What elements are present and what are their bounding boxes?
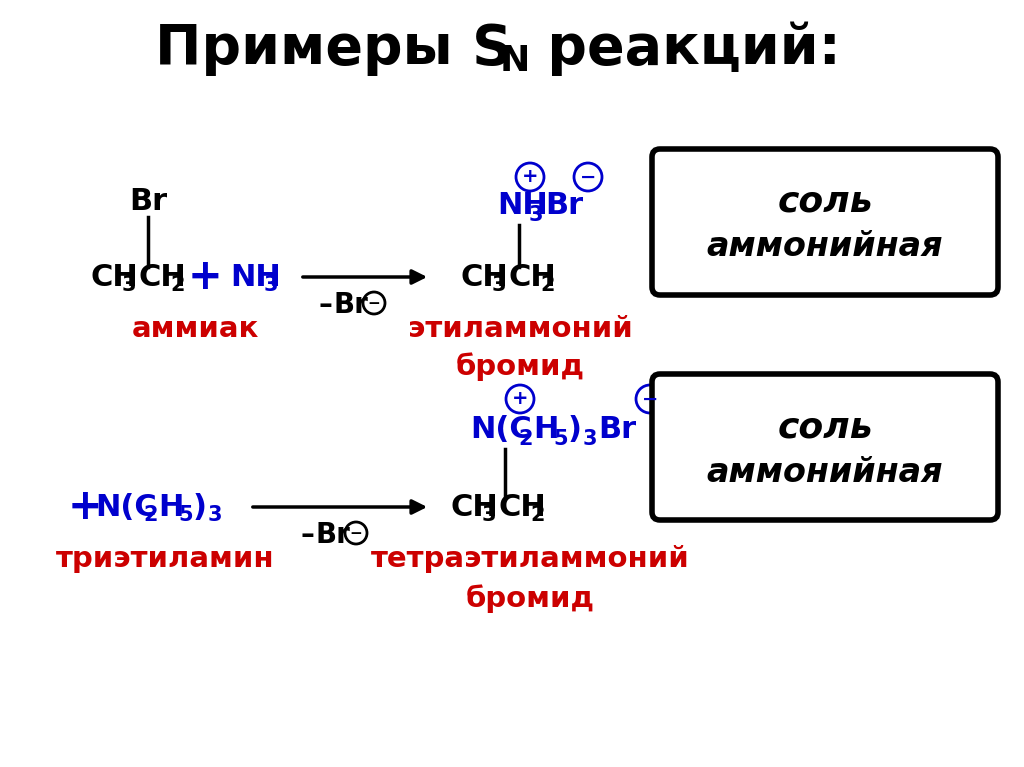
- FancyBboxPatch shape: [652, 149, 998, 295]
- Text: NH: NH: [230, 262, 281, 291]
- Text: аммонийная: аммонийная: [707, 231, 943, 264]
- Text: 2: 2: [143, 505, 158, 525]
- Text: +: +: [522, 167, 539, 186]
- Text: N(C: N(C: [95, 492, 157, 522]
- Text: CH: CH: [90, 262, 138, 291]
- Text: N: N: [500, 44, 530, 78]
- Text: CH: CH: [138, 262, 185, 291]
- Text: –: –: [300, 521, 314, 549]
- Text: бромид: бромид: [466, 584, 595, 614]
- Text: аммонийная: аммонийная: [707, 456, 943, 489]
- Text: −: −: [349, 525, 362, 541]
- Text: 3: 3: [122, 275, 136, 295]
- Text: 3: 3: [529, 205, 544, 225]
- Text: Br: Br: [545, 190, 583, 219]
- Text: +: +: [512, 390, 528, 409]
- Text: 3: 3: [583, 429, 597, 449]
- Text: ): ): [568, 414, 582, 443]
- Text: −: −: [642, 390, 658, 409]
- Text: 5: 5: [178, 505, 193, 525]
- Text: Br: Br: [316, 521, 351, 549]
- Text: 3: 3: [482, 505, 497, 525]
- Text: 3: 3: [492, 275, 507, 295]
- Text: триэтиламин: триэтиламин: [55, 545, 274, 573]
- Text: 3: 3: [208, 505, 222, 525]
- Text: Br: Br: [334, 291, 369, 319]
- FancyBboxPatch shape: [652, 374, 998, 520]
- Text: 2: 2: [530, 505, 545, 525]
- Text: соль: соль: [777, 410, 872, 444]
- Text: N(C: N(C: [470, 414, 531, 443]
- Text: 2: 2: [540, 275, 555, 295]
- Text: 5: 5: [553, 429, 567, 449]
- Text: соль: соль: [777, 185, 872, 219]
- Text: 2: 2: [518, 429, 532, 449]
- Text: 2: 2: [170, 275, 184, 295]
- Text: тетраэтиламмоний: тетраэтиламмоний: [371, 545, 689, 573]
- Text: ): ): [193, 492, 207, 522]
- Text: реакций:: реакций:: [528, 21, 841, 76]
- Text: H: H: [158, 492, 183, 522]
- Text: NH: NH: [497, 190, 548, 219]
- Text: +: +: [68, 486, 102, 528]
- Text: –: –: [318, 291, 332, 319]
- Text: 3: 3: [264, 275, 279, 295]
- Text: бромид: бромид: [456, 353, 585, 381]
- Text: CH: CH: [508, 262, 556, 291]
- Text: H: H: [534, 414, 558, 443]
- Text: CH: CH: [450, 492, 498, 522]
- Text: CH: CH: [460, 262, 508, 291]
- Text: Примеры S: Примеры S: [155, 22, 512, 76]
- Text: +: +: [187, 256, 222, 298]
- Text: аммиак: аммиак: [131, 315, 259, 343]
- Text: Br: Br: [598, 414, 636, 443]
- Text: CH: CH: [498, 492, 546, 522]
- Text: −: −: [580, 167, 596, 186]
- Text: этиламмоний: этиламмоний: [408, 315, 633, 343]
- Text: Br: Br: [129, 187, 167, 216]
- Text: −: −: [368, 295, 380, 311]
